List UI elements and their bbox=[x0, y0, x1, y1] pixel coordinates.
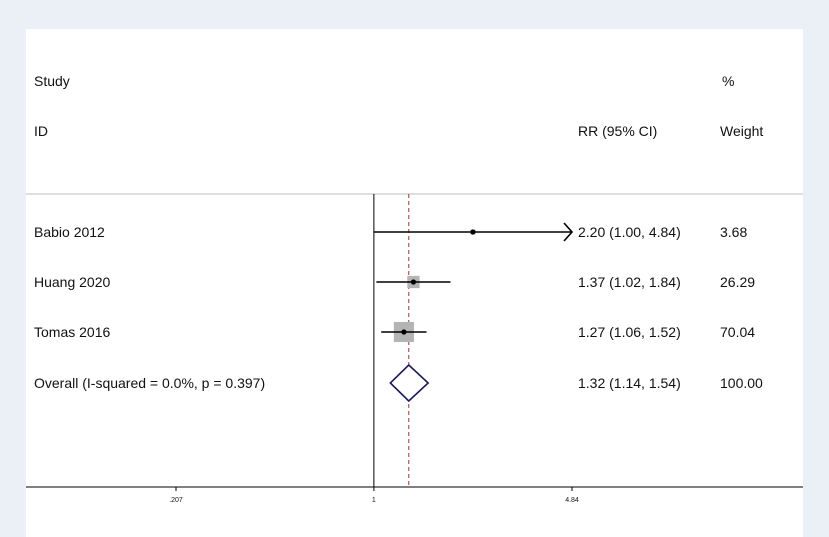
header-weight: Weight bbox=[720, 123, 763, 139]
study-label: Babio 2012 bbox=[34, 224, 105, 240]
header-effect: RR (95% CI) bbox=[578, 123, 657, 139]
overall-diamond bbox=[389, 363, 430, 403]
x-tick-label: .207 bbox=[169, 497, 183, 504]
x-tick-label: 4.84 bbox=[565, 497, 579, 504]
study-weight: 3.68 bbox=[720, 224, 747, 240]
forest-plot: Study ID RR (95% CI) % Weight .207 1 4.84 B… bbox=[26, 73, 803, 504]
study-ci: 2.20 (1.00, 4.84) bbox=[578, 224, 681, 240]
point-estimate bbox=[401, 329, 407, 335]
study-label: Huang 2020 bbox=[34, 274, 111, 290]
point-estimate bbox=[410, 279, 417, 285]
study-ci: 1.37 (1.02, 1.84) bbox=[578, 274, 681, 290]
overall-weight: 100.00 bbox=[720, 375, 763, 391]
study-weight: 26.29 bbox=[720, 274, 755, 290]
x-tick-label: 1 bbox=[372, 497, 376, 504]
overall-label: Overall (I-squared = 0.0%, p = 0.397) bbox=[34, 375, 265, 391]
header-id: ID bbox=[34, 123, 48, 139]
plot-panel: Study ID RR (95% CI) % Weight .207 1 4.84 B… bbox=[26, 29, 803, 537]
header-study: Study bbox=[34, 73, 70, 89]
study-ci: 1.27 (1.06, 1.52) bbox=[578, 324, 681, 340]
study-label: Tomas 2016 bbox=[34, 324, 110, 340]
overall-ci: 1.32 (1.14, 1.54) bbox=[578, 375, 681, 391]
header-percent: % bbox=[722, 73, 734, 89]
ci-arrow bbox=[563, 222, 574, 242]
study-weight: 70.04 bbox=[720, 324, 755, 340]
point-estimate bbox=[470, 229, 476, 235]
